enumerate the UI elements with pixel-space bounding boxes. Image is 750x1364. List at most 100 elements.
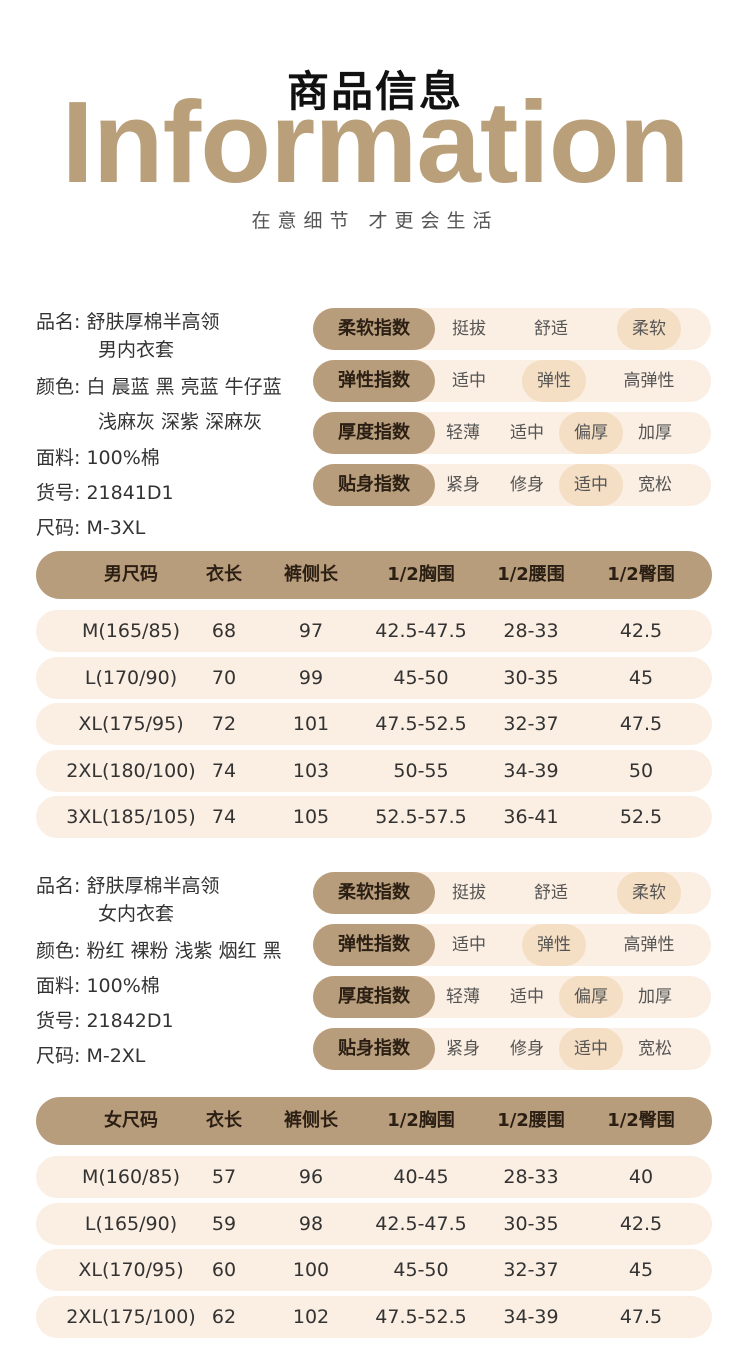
table-cell: 57 <box>211 1166 237 1188</box>
color-list: 白 晨蓝 黑 亮蓝 牛仔蓝 <box>86 376 282 398</box>
table-cell: 62 <box>211 1305 237 1328</box>
header-cell: 1/2臀围 <box>607 564 675 585</box>
index-option: 适中 <box>452 371 486 391</box>
table-cell: 52.5-57.5 <box>375 806 467 828</box>
product-name-line2: 女内衣套 <box>98 903 175 925</box>
index-option: 修身 <box>510 1039 544 1059</box>
sku-value: 21842D1 <box>86 1010 174 1032</box>
table-cell: 42.5 <box>619 620 663 642</box>
index-label: 贴身指数 <box>313 464 435 506</box>
header-cell: 1/2腰围 <box>497 564 565 585</box>
fabric-label: 面料: <box>36 447 81 469</box>
size-label: 尺码: <box>36 517 81 539</box>
size-value: M-2XL <box>86 1045 146 1067</box>
product-name: 舒肤厚棉半高领 <box>86 311 220 333</box>
table-cell: M(160/85) <box>81 1166 181 1188</box>
table-cell: 60 <box>211 1259 237 1281</box>
table-header: 男尺码 衣长 裤侧长 1/2胸围 1/2腰围 1/2臀围 <box>36 551 712 599</box>
index-option-selected: 弹性 <box>522 360 586 402</box>
table-cell: 30-35 <box>503 1212 559 1235</box>
sku-label: 货号: <box>36 1010 81 1032</box>
index-option: 舒适 <box>534 883 568 903</box>
header-cell: 女尺码 <box>104 1110 158 1131</box>
table-cell: 2XL(180/100) <box>66 759 196 782</box>
fabric-value: 100%棉 <box>86 447 160 469</box>
header-cell: 1/2胸围 <box>387 1110 455 1131</box>
men-index-row: 弹性指数 适中 弹性 高弹性 <box>313 360 711 402</box>
size-value: M-3XL <box>86 517 146 539</box>
index-option: 挺拔 <box>452 319 486 339</box>
product-name-line2: 男内衣套 <box>98 339 175 361</box>
index-option: 舒适 <box>534 319 568 339</box>
women-index-row: 弹性指数 适中 弹性 高弹性 <box>313 924 711 966</box>
header-cell: 男尺码 <box>104 564 158 585</box>
index-option: 轻薄 <box>446 987 480 1007</box>
header-cell: 1/2臀围 <box>607 1110 675 1131</box>
sku-label: 货号: <box>36 482 81 504</box>
table-cell: 42.5-47.5 <box>375 620 467 642</box>
table-row: L(170/90) 70 99 45-50 30-35 45 <box>36 656 712 699</box>
table-cell: 32-37 <box>503 1259 559 1281</box>
table-cell: 45 <box>628 1259 654 1281</box>
table-cell: 103 <box>292 759 330 782</box>
table-cell: 59 <box>211 1212 237 1235</box>
table-cell: 101 <box>292 713 330 735</box>
index-option: 加厚 <box>638 987 672 1007</box>
index-option: 高弹性 <box>623 371 675 391</box>
index-label: 贴身指数 <box>313 1028 435 1070</box>
header-cell: 裤侧长 <box>284 564 338 585</box>
table-cell: 70 <box>211 666 237 689</box>
index-option: 紧身 <box>446 475 480 495</box>
table-cell: 96 <box>298 1166 324 1188</box>
table-cell: 45-50 <box>393 1259 449 1281</box>
women-index-row: 贴身指数 紧身 修身 适中 宽松 <box>313 1028 711 1070</box>
table-cell: 3XL(185/105) <box>66 806 196 828</box>
table-row: XL(175/95) 72 101 47.5-52.5 32-37 47.5 <box>36 703 712 745</box>
index-option-selected: 柔软 <box>617 308 681 350</box>
color-list-line2: 浅麻灰 深紫 深麻灰 <box>98 411 263 433</box>
table-cell: 100 <box>292 1259 330 1281</box>
header-cell: 裤侧长 <box>284 1110 338 1131</box>
index-option: 适中 <box>510 987 544 1007</box>
men-index-row: 厚度指数 轻薄 适中 偏厚 加厚 <box>313 412 711 454</box>
men-index-row: 贴身指数 紧身 修身 适中 宽松 <box>313 464 711 506</box>
index-label: 厚度指数 <box>313 412 435 454</box>
index-option-selected: 弹性 <box>522 924 586 966</box>
table-cell: 45-50 <box>393 666 449 689</box>
index-label: 弹性指数 <box>313 360 435 402</box>
table-cell: 40-45 <box>393 1166 449 1188</box>
table-row: M(160/85) 57 96 40-45 28-33 40 <box>36 1156 712 1198</box>
table-cell: 74 <box>211 759 237 782</box>
name-label: 品名: <box>36 311 81 333</box>
table-cell: 28-33 <box>503 1166 559 1188</box>
index-option-selected: 柔软 <box>617 872 681 914</box>
index-option-selected: 适中 <box>559 464 623 506</box>
table-row: M(165/85) 68 97 42.5-47.5 28-33 42.5 <box>36 610 712 652</box>
color-label: 颜色: <box>36 376 81 398</box>
index-label: 柔软指数 <box>313 308 435 350</box>
table-cell: 52.5 <box>619 806 663 828</box>
table-cell: 68 <box>211 620 237 642</box>
table-row: XL(170/95) 60 100 45-50 32-37 45 <box>36 1249 712 1291</box>
index-option: 高弹性 <box>623 935 675 955</box>
index-label: 弹性指数 <box>313 924 435 966</box>
table-cell: XL(175/95) <box>78 713 184 735</box>
color-label: 颜色: <box>36 940 81 962</box>
table-cell: 30-35 <box>503 666 559 689</box>
table-row: L(165/90) 59 98 42.5-47.5 30-35 42.5 <box>36 1202 712 1245</box>
table-cell: 50-55 <box>393 759 449 782</box>
table-header: 女尺码 衣长 裤侧长 1/2胸围 1/2腰围 1/2臀围 <box>36 1097 712 1145</box>
table-cell: M(165/85) <box>81 620 181 642</box>
index-option: 宽松 <box>638 1039 672 1059</box>
men-index-row: 柔软指数 挺拔 舒适 柔软 <box>313 308 711 350</box>
fabric-label: 面料: <box>36 975 81 997</box>
table-cell: L(170/90) <box>84 666 178 689</box>
table-cell: 45 <box>628 666 654 689</box>
index-option: 修身 <box>510 475 544 495</box>
page-title-cn: 商品信息 <box>286 67 463 116</box>
fabric-value: 100%棉 <box>86 975 160 997</box>
table-cell: 50 <box>628 759 654 782</box>
table-cell: 36-41 <box>503 806 559 828</box>
index-label: 柔软指数 <box>313 872 435 914</box>
slogan: 在意细节 才更会生活 <box>251 210 499 232</box>
